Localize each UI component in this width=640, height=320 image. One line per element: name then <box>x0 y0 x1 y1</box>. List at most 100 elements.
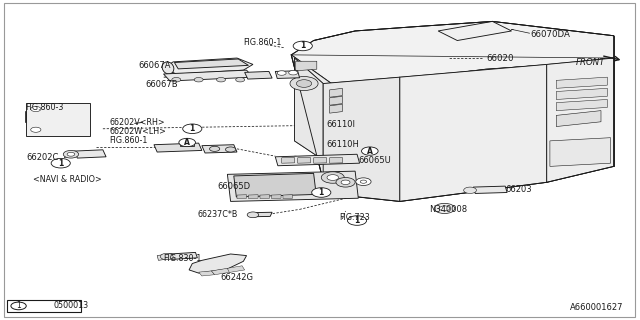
Circle shape <box>435 203 455 213</box>
Circle shape <box>293 41 312 51</box>
Text: N340008: N340008 <box>429 205 467 214</box>
Circle shape <box>161 253 173 260</box>
Polygon shape <box>556 100 607 111</box>
Circle shape <box>277 71 286 75</box>
Circle shape <box>336 178 355 187</box>
Polygon shape <box>296 61 317 71</box>
Text: 66070DA: 66070DA <box>531 30 571 39</box>
Text: FIG.830-1: FIG.830-1 <box>164 254 202 263</box>
Polygon shape <box>438 21 511 41</box>
Circle shape <box>440 206 450 211</box>
Polygon shape <box>189 254 246 273</box>
Polygon shape <box>211 268 230 275</box>
Text: A: A <box>184 138 190 147</box>
Text: 66067B: 66067B <box>145 80 178 89</box>
Circle shape <box>67 152 75 156</box>
Polygon shape <box>198 271 214 276</box>
Circle shape <box>290 76 318 91</box>
Circle shape <box>209 146 220 151</box>
Polygon shape <box>74 150 106 158</box>
Polygon shape <box>260 195 269 198</box>
Text: 66202C: 66202C <box>26 153 59 162</box>
FancyBboxPatch shape <box>7 300 81 312</box>
Polygon shape <box>550 138 611 166</box>
Text: 0500013: 0500013 <box>53 301 88 310</box>
Polygon shape <box>283 195 292 198</box>
Circle shape <box>182 124 202 133</box>
Polygon shape <box>275 154 360 166</box>
Polygon shape <box>157 253 173 260</box>
Circle shape <box>348 216 367 225</box>
Ellipse shape <box>162 62 174 74</box>
Circle shape <box>31 107 41 112</box>
Polygon shape <box>154 143 202 152</box>
Text: 66065U: 66065U <box>358 156 391 165</box>
Text: 66110I: 66110I <box>326 120 355 130</box>
Polygon shape <box>202 145 237 153</box>
Text: 1: 1 <box>16 301 21 310</box>
Polygon shape <box>323 77 400 201</box>
Circle shape <box>236 77 244 82</box>
Text: A660001627: A660001627 <box>570 303 623 312</box>
Circle shape <box>289 70 298 75</box>
Text: A: A <box>184 140 189 147</box>
Text: 66202V<RH>: 66202V<RH> <box>109 118 165 127</box>
Polygon shape <box>170 252 197 260</box>
Polygon shape <box>291 21 614 87</box>
Polygon shape <box>275 71 300 78</box>
Text: FIG.723: FIG.723 <box>339 213 370 222</box>
Circle shape <box>464 187 476 194</box>
Polygon shape <box>291 55 614 201</box>
Polygon shape <box>473 186 507 194</box>
Circle shape <box>51 158 70 168</box>
Text: FIG.860-1: FIG.860-1 <box>109 136 148 145</box>
Circle shape <box>362 147 378 155</box>
Text: 66110H: 66110H <box>326 140 359 148</box>
Text: A: A <box>367 147 372 156</box>
Polygon shape <box>164 58 253 74</box>
Circle shape <box>296 80 312 87</box>
Text: 66242G: 66242G <box>221 273 253 282</box>
Polygon shape <box>400 64 547 201</box>
Text: 1: 1 <box>300 41 305 51</box>
Polygon shape <box>174 59 248 69</box>
Circle shape <box>179 138 195 147</box>
Polygon shape <box>244 71 272 79</box>
Bar <box>179 140 193 146</box>
Polygon shape <box>330 88 342 97</box>
Polygon shape <box>298 157 310 163</box>
Text: 66067A: 66067A <box>138 60 170 69</box>
Polygon shape <box>248 195 258 198</box>
Polygon shape <box>237 195 246 198</box>
Text: 1: 1 <box>58 159 63 168</box>
Text: 66020: 66020 <box>486 53 513 62</box>
Polygon shape <box>330 96 342 105</box>
Circle shape <box>312 188 331 197</box>
Polygon shape <box>271 195 281 198</box>
Text: 66203: 66203 <box>505 185 532 194</box>
Circle shape <box>341 180 350 185</box>
Circle shape <box>356 178 371 186</box>
Text: 66202W<LH>: 66202W<LH> <box>109 126 166 135</box>
Polygon shape <box>26 103 90 136</box>
Circle shape <box>247 212 259 218</box>
Polygon shape <box>556 88 607 100</box>
Polygon shape <box>255 212 272 217</box>
Text: 1: 1 <box>189 124 195 133</box>
Text: 66065D: 66065D <box>218 182 251 191</box>
Text: 1: 1 <box>355 216 360 225</box>
Polygon shape <box>227 266 244 272</box>
Text: FIG.860-3: FIG.860-3 <box>25 103 63 112</box>
Text: FRONT: FRONT <box>575 58 605 67</box>
Polygon shape <box>234 173 316 197</box>
Circle shape <box>172 77 180 82</box>
Polygon shape <box>556 111 601 126</box>
Text: <NAVI & RADIO>: <NAVI & RADIO> <box>33 175 102 184</box>
Circle shape <box>321 172 344 183</box>
Circle shape <box>31 127 41 132</box>
Circle shape <box>327 175 339 180</box>
Polygon shape <box>330 104 342 113</box>
Text: FIG.860-1: FIG.860-1 <box>243 38 282 47</box>
Polygon shape <box>330 157 342 163</box>
Polygon shape <box>556 77 607 88</box>
